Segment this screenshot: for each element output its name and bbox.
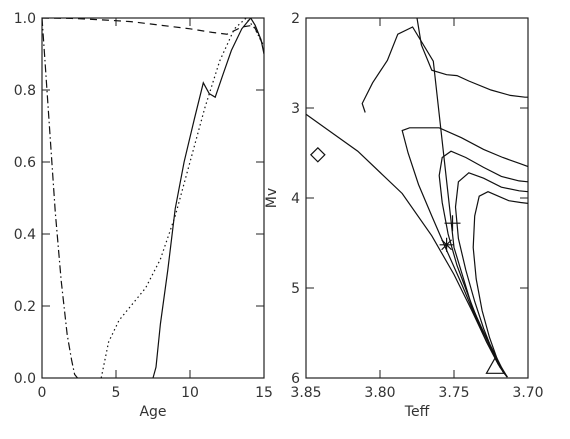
right-y-tick-label: 4: [291, 191, 300, 207]
left-y-tick-label: 0.6: [14, 155, 36, 171]
left-series-group: [42, 18, 264, 378]
right-plot-frame: [305, 17, 529, 379]
right-x-tick-label: 3.70: [512, 385, 543, 401]
right-marker-asterisk: [439, 237, 454, 252]
right-y-tick-label: 3: [291, 101, 300, 117]
left-y-tick-label: 0.4: [14, 227, 36, 243]
left-series-line-4: [42, 18, 264, 48]
right-x-tick-label: 3.75: [438, 385, 469, 401]
left-y-tick-label: 0.0: [14, 371, 36, 387]
left-x-tick-label: 5: [112, 385, 121, 401]
right-y-tick-label: 6: [291, 371, 300, 387]
left-y-tick-label: 0.2: [14, 299, 36, 315]
right-x-tick-label: 3.85: [290, 385, 321, 401]
right-x-tick-label: 3.80: [364, 385, 395, 401]
right-series-line-4: [401, 127, 528, 378]
right-marker-plus: [444, 215, 461, 232]
right-marker-diamond: [309, 146, 326, 163]
right-x-axis-label: Teff: [404, 404, 430, 420]
right-series-line-7: [472, 191, 528, 378]
right-series-group: [306, 18, 528, 378]
left-y-tick-label: 1.0: [14, 11, 36, 27]
left-x-tick-label: 15: [255, 385, 273, 401]
right-y-tick-label: 5: [291, 281, 300, 297]
left-panel-age-plot: 0 5 10 15 0.0 0.2 0.4 0.6 0.8 1.0 Age: [14, 11, 273, 420]
left-x-tick-label: 0: [38, 385, 47, 401]
right-panel-hr-diagram: 3.85 3.80 3.75 3.70 2 3 4 5 6 Teff Mv: [264, 11, 544, 420]
right-series-line-1: [306, 113, 508, 378]
right-series-line-6: [454, 172, 528, 378]
left-series-line-2: [100, 18, 264, 378]
left-series-line-3: [152, 18, 264, 378]
right-marker-triangle: [485, 356, 506, 374]
right-series-line-5: [438, 150, 528, 378]
right-y-tick-label: 2: [291, 11, 300, 27]
left-x-tick-label: 10: [181, 385, 199, 401]
right-y-axis-label: Mv: [264, 188, 280, 208]
left-y-tick-label: 0.8: [14, 83, 36, 99]
left-series-line-1: [42, 18, 78, 378]
right-series-line-3: [416, 18, 528, 98]
left-x-axis-label: Age: [139, 404, 166, 420]
left-plot-frame: [41, 17, 265, 379]
